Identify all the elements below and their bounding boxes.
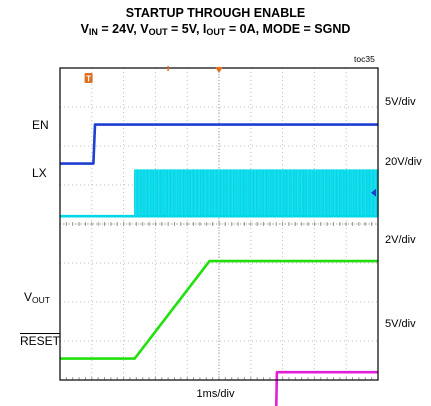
trigger-position-icon (215, 67, 223, 73)
label-vout: VOUT (24, 290, 50, 305)
scale-lx: 20V/div (385, 156, 422, 168)
label-en: EN (32, 118, 49, 132)
label-lx: LX (32, 166, 47, 180)
grid (60, 68, 378, 380)
trigger-marker-label: T (86, 75, 91, 84)
scale-en: 5V/div (385, 96, 416, 108)
scale-vout: 2V/div (385, 234, 416, 246)
scale-reset: 5V/div (385, 318, 416, 330)
label-reset: RESET (20, 334, 60, 348)
traces (60, 125, 378, 406)
x-axis-label: 1ms/div (0, 388, 431, 400)
